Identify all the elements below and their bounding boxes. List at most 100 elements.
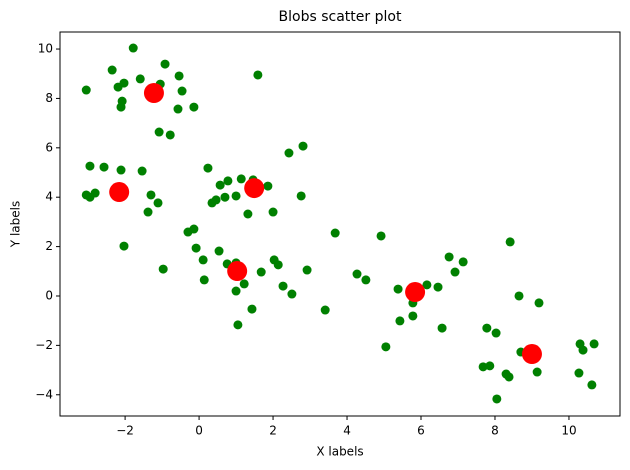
scatter-point [173, 104, 183, 114]
scatter-point [137, 166, 147, 176]
scatter-point [478, 362, 488, 372]
scatter-point [85, 161, 95, 171]
scatter-point [298, 141, 308, 151]
scatter-point [239, 279, 249, 289]
scatter-point [393, 284, 403, 294]
scatter-point [128, 43, 138, 53]
scatter-point [296, 191, 306, 201]
scatter-point [278, 281, 288, 291]
y-tick-label: 2 [45, 239, 53, 253]
scatter-point [143, 82, 164, 103]
scatter-point [223, 176, 233, 186]
scatter-point [395, 316, 405, 326]
x-tick-label: 4 [343, 424, 351, 438]
scatter-point [268, 207, 278, 217]
scatter-point [198, 255, 208, 265]
scatter-point [376, 231, 386, 241]
y-tick-label: 4 [45, 190, 53, 204]
scatter-point [243, 209, 253, 219]
scatter-point [320, 305, 330, 315]
scatter-point [174, 71, 184, 81]
scatter-point [81, 85, 91, 95]
scatter-point [231, 191, 241, 201]
scatter-point [116, 102, 126, 112]
scatter-point [504, 372, 514, 382]
scatter-point [199, 275, 209, 285]
scatter-point [207, 198, 217, 208]
x-tick-label: 10 [561, 424, 576, 438]
scatter-point [119, 241, 129, 251]
scatter-point [154, 127, 164, 137]
scatter-point [214, 246, 224, 256]
scatter-point [233, 320, 243, 330]
scatter-point [153, 198, 163, 208]
x-tick-label: 2 [269, 424, 277, 438]
scatter-point [405, 282, 426, 303]
scatter-point [247, 304, 257, 314]
plot-frame [59, 31, 621, 417]
scatter-point [491, 328, 501, 338]
scatter-point [244, 178, 265, 199]
x-tick-label: 0 [195, 424, 203, 438]
scatter-point [231, 286, 241, 296]
scatter-point [437, 323, 447, 333]
x-tick-label: 6 [417, 424, 425, 438]
x-tick-label: −2 [116, 424, 134, 438]
scatter-point [253, 70, 263, 80]
scatter-point [532, 367, 542, 377]
scatter-point [521, 344, 542, 365]
scatter-point [444, 252, 454, 262]
y-tick-label: 0 [45, 288, 53, 302]
scatter-point [381, 342, 391, 352]
x-axis-label: X labels [316, 445, 363, 459]
scatter-point [203, 163, 213, 173]
scatter-point [146, 190, 156, 200]
scatter-point [361, 275, 371, 285]
scatter-point [505, 237, 515, 247]
scatter-point [273, 260, 283, 270]
y-tick-label: 6 [45, 140, 53, 154]
scatter-point [189, 224, 199, 234]
scatter-point [160, 59, 170, 69]
scatter-point [85, 192, 95, 202]
scatter-point [189, 102, 199, 112]
scatter-point [191, 243, 201, 253]
y-tick-label: 10 [38, 42, 53, 56]
scatter-point [263, 181, 273, 191]
y-axis-label: Y labels [9, 201, 23, 248]
chart-title: Blobs scatter plot [279, 9, 402, 25]
y-tick-label: 8 [45, 91, 53, 105]
scatter-point [302, 265, 312, 275]
scatter-point [165, 130, 175, 140]
scatter-point [135, 74, 145, 84]
scatter-point [236, 174, 246, 184]
scatter-point [116, 165, 126, 175]
scatter-point [422, 280, 432, 290]
scatter-point [143, 207, 153, 217]
scatter-point [256, 267, 266, 277]
scatter-point [330, 228, 340, 238]
scatter-point [433, 282, 443, 292]
scatter-point [458, 257, 468, 267]
scatter-point [482, 323, 492, 333]
scatter-point [158, 264, 168, 274]
scatter-point [589, 339, 599, 349]
y-tick-label: −4 [35, 387, 53, 401]
scatter-point [578, 345, 588, 355]
scatter-point [485, 361, 495, 371]
scatter-point [284, 148, 294, 158]
scatter-point [587, 380, 597, 390]
scatter-point [119, 78, 129, 88]
scatter-point [227, 261, 248, 282]
scatter-point [352, 269, 362, 279]
scatter-point [492, 394, 502, 404]
scatter-point [514, 291, 524, 301]
scatter-point [177, 86, 187, 96]
scatter-point [408, 311, 418, 321]
scatter-point [287, 289, 297, 299]
scatter-point [534, 298, 544, 308]
y-tick-label: −2 [35, 338, 53, 352]
scatter-point [107, 65, 117, 75]
scatter-point [99, 162, 109, 172]
